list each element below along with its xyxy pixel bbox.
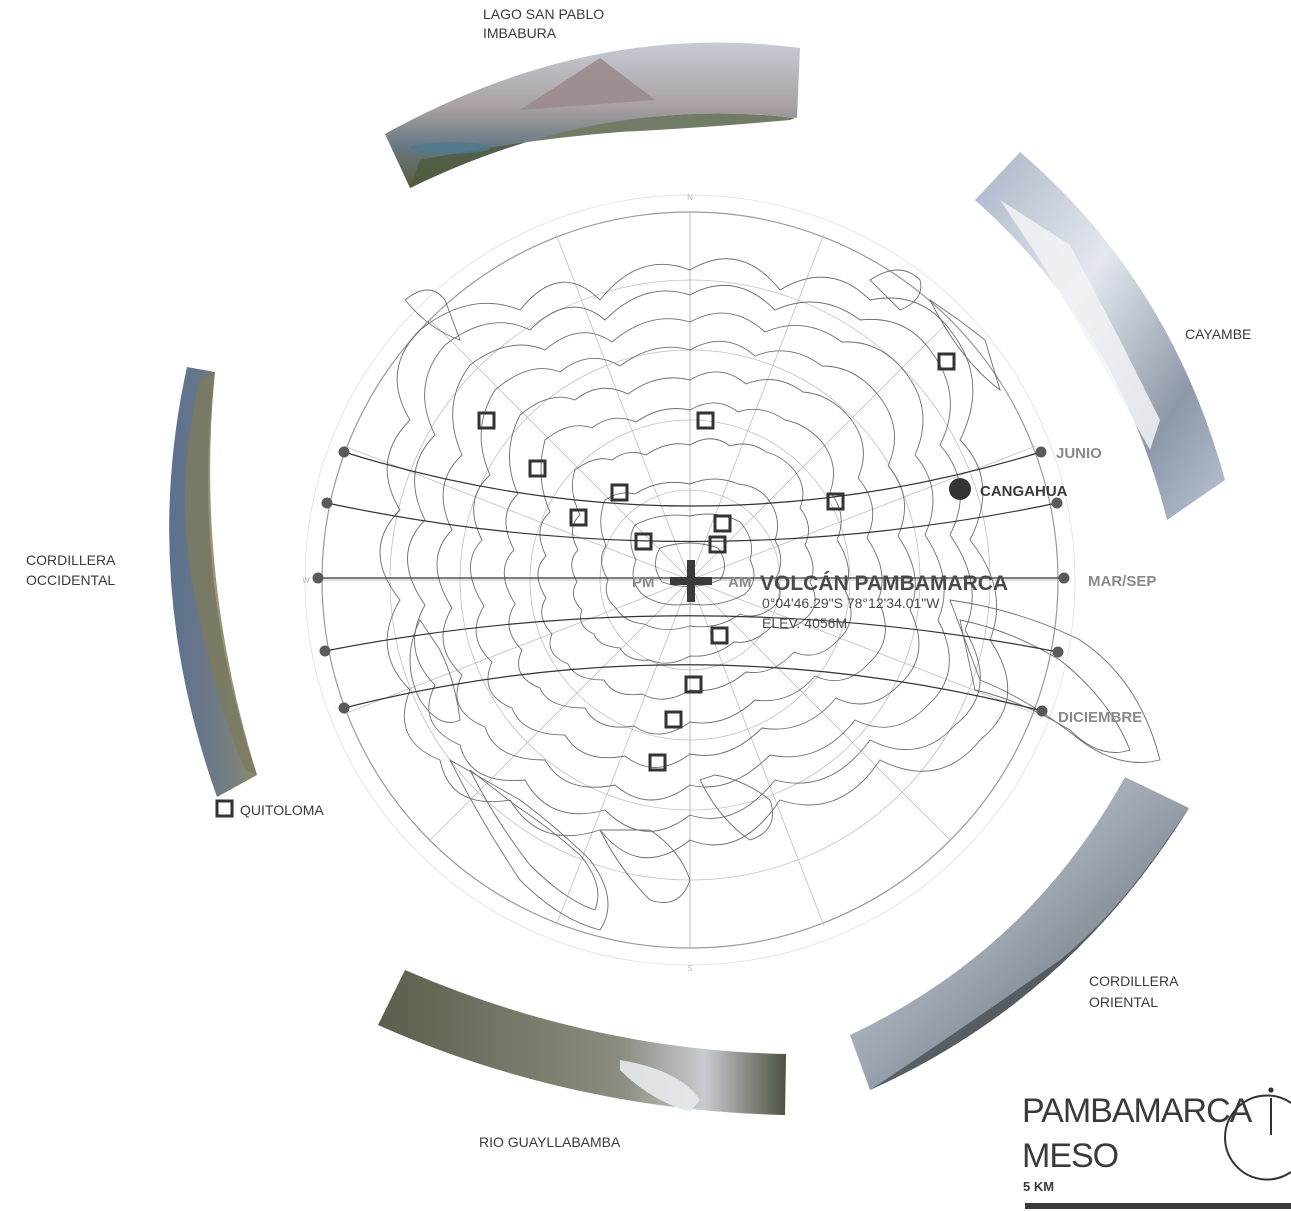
site-marker — [937, 352, 956, 371]
sun-path-lower-mid — [324, 615, 1059, 653]
volcano-coordinates: 0°04'46.29"S 78°12'34.01"W — [762, 595, 940, 611]
label-quitoloma: QUITOLOMA — [240, 802, 324, 818]
label-cordillera-occidental-1: CORDILLERA — [26, 552, 116, 568]
sun-point — [1035, 446, 1047, 458]
sun-point — [319, 645, 331, 657]
junio-label: JUNIO — [1056, 445, 1102, 462]
sun-path-upper-mid — [326, 502, 1058, 543]
marsep-label: MAR/SEP — [1088, 573, 1156, 590]
legend-title-line2: MESO — [1022, 1137, 1118, 1175]
panorama-cordillera-oriental — [850, 777, 1189, 1090]
panorama-lago-san-pablo — [385, 42, 800, 188]
legend-scale-label: 5 KM — [1023, 1179, 1054, 1194]
pm-label: PM — [632, 574, 655, 591]
legend-title-line1: PAMBAMARCA — [1022, 1092, 1253, 1130]
quitoloma-marker-icon — [215, 799, 234, 818]
site-marker — [569, 508, 588, 527]
am-label: AM — [728, 574, 751, 591]
label-lago-san-pablo: LAGO SAN PABLO — [483, 6, 604, 22]
site-marker — [708, 535, 727, 554]
label-cordillera-oriental-2: ORIENTAL — [1089, 994, 1158, 1010]
sun-path-diciembre — [343, 664, 1043, 712]
summit-cross-icon — [670, 560, 712, 602]
volcano-title: VOLCÁN PAMBAMARCA — [760, 572, 1008, 595]
sun-point — [312, 572, 324, 584]
site-marker — [710, 626, 729, 645]
site-marker — [648, 753, 667, 772]
compass-north: N — [687, 193, 693, 202]
panorama-cayambe — [975, 152, 1225, 520]
site-marker — [477, 411, 496, 430]
label-cordillera-oriental-1: CORDILLERA — [1089, 973, 1179, 989]
sun-point — [1036, 705, 1048, 717]
label-cordillera-occidental-2: OCCIDENTAL — [26, 572, 115, 588]
cangahua-marker — [949, 478, 971, 500]
site-marker — [664, 710, 683, 729]
site-marker — [696, 411, 715, 430]
north-arrow-icon — [1224, 1087, 1291, 1181]
label-rio-guayllabamba: RIO GUAYLLABAMBA — [479, 1134, 621, 1150]
site-marker — [684, 675, 703, 694]
cangahua-label: CANGAHUA — [980, 483, 1068, 500]
sun-point — [1052, 646, 1064, 658]
sun-point — [321, 497, 333, 509]
site-marker — [610, 483, 629, 502]
panorama-rio-guayllabamba — [378, 970, 786, 1115]
sun-path-endpoints — [312, 446, 1070, 717]
compass-west: W — [302, 576, 310, 585]
panorama-cordillera-occidental — [169, 367, 257, 797]
site-marker — [634, 532, 653, 551]
volcano-elevation: ELEV. 4056M — [762, 615, 847, 631]
diciembre-label: DICIEMBRE — [1058, 709, 1142, 726]
sun-path-junio — [343, 451, 1042, 507]
label-cayambe: CAYAMBE — [1185, 326, 1251, 342]
scale-bar — [1025, 1203, 1291, 1209]
sun-point — [1058, 572, 1070, 584]
site-marker — [528, 459, 547, 478]
sun-point — [338, 446, 350, 458]
site-marker — [826, 492, 845, 511]
sun-point — [338, 702, 350, 714]
site-marker — [713, 514, 732, 533]
site-markers — [477, 352, 956, 772]
sun-point — [1051, 497, 1063, 509]
label-imbabura: IMBABURA — [483, 25, 557, 41]
compass-south: S — [687, 964, 692, 973]
